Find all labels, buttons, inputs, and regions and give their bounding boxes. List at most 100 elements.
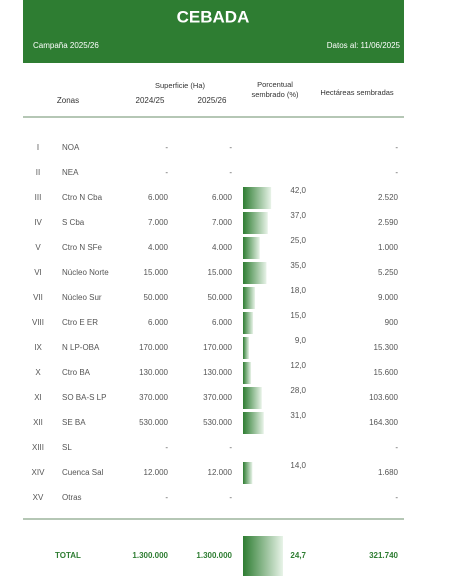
surface-2024: 4.000 xyxy=(148,243,169,252)
row-number: I xyxy=(37,143,39,152)
surface-2025: 530.000 xyxy=(203,418,232,427)
percent: 28,0 xyxy=(290,386,306,395)
data-bar xyxy=(243,287,256,309)
percent: 25,0 xyxy=(290,236,306,245)
total-2025: 1.300.000 xyxy=(196,551,232,560)
hectares: 2.590 xyxy=(378,218,399,227)
zone: Otras xyxy=(62,493,82,502)
percent: 18,0 xyxy=(290,286,306,295)
surface-2025: 370.000 xyxy=(203,393,232,402)
surface-2025: 4.000 xyxy=(212,243,233,252)
surface-2024: 7.000 xyxy=(148,218,169,227)
row-number: VI xyxy=(34,268,42,277)
pct-header-box: Porcentual sembrado (%) xyxy=(251,80,299,99)
surface-2025: - xyxy=(229,143,232,152)
date: Datos al: 11/06/2025 xyxy=(327,41,401,50)
hectares: 5.250 xyxy=(378,268,399,277)
data-bar xyxy=(243,212,268,234)
surface-2025: 6.000 xyxy=(212,193,233,202)
year1-header: 2024/25 xyxy=(136,96,165,105)
hectares: 15.300 xyxy=(374,343,399,352)
surface-2024: 50.000 xyxy=(144,293,169,302)
zones-header: Zonas xyxy=(57,96,79,105)
percent: 31,0 xyxy=(290,411,306,420)
zone: Núcleo Norte xyxy=(62,268,109,277)
total-label: TOTAL xyxy=(55,551,81,560)
header-band xyxy=(23,0,404,63)
row-number: XV xyxy=(33,493,44,502)
surface-2024: 6.000 xyxy=(148,193,169,202)
surface-2025: 15.000 xyxy=(208,268,233,277)
surface-2024: - xyxy=(165,168,168,177)
percent: 12,0 xyxy=(290,361,306,370)
data-bar xyxy=(243,187,272,209)
surface-2025: 130.000 xyxy=(203,368,232,377)
hectares: 15.600 xyxy=(374,368,399,377)
rows: I NOA - - - II NEA - - - III Ctro N Cba 6.000 6.000 42… xyxy=(32,143,399,576)
zone: N LP-OBA xyxy=(62,343,100,352)
hectares: 9.000 xyxy=(378,293,399,302)
zone: SO BA-S LP xyxy=(62,393,106,402)
percent: 42,0 xyxy=(290,186,306,195)
zone: NOA xyxy=(62,143,80,152)
title: CEBADA xyxy=(177,7,250,26)
surface-2025: 12.000 xyxy=(208,468,233,477)
row-number: XIV xyxy=(32,468,46,477)
zone: Ctro N Cba xyxy=(62,193,103,202)
zone: S Cba xyxy=(62,218,85,227)
surface-2024: 170.000 xyxy=(139,343,168,352)
surface-2025: 170.000 xyxy=(203,343,232,352)
data-bar xyxy=(243,262,267,284)
surface-2024: 6.000 xyxy=(148,318,169,327)
percent: 35,0 xyxy=(290,261,306,270)
percent: 37,0 xyxy=(290,211,306,220)
year2-header: 2025/26 xyxy=(198,96,227,105)
pct-header: Porcentual sembrado (%) xyxy=(251,80,299,99)
surface-2025: 50.000 xyxy=(208,293,233,302)
surface-2024: - xyxy=(165,493,168,502)
zone: Ctro N SFe xyxy=(62,243,103,252)
surface-2024: 370.000 xyxy=(139,393,168,402)
total-percent: 24,7 xyxy=(290,551,306,560)
hectares: 1.680 xyxy=(378,468,399,477)
data-bar xyxy=(243,362,252,384)
surface-2025: 6.000 xyxy=(212,318,233,327)
row-number: VII xyxy=(33,293,43,302)
zone: SE BA xyxy=(62,418,86,427)
hectares: 1.000 xyxy=(378,243,399,252)
row-number: II xyxy=(36,168,40,177)
hectares: - xyxy=(395,143,398,152)
zone: NEA xyxy=(62,168,79,177)
percent: 14,0 xyxy=(290,461,306,470)
hectares: - xyxy=(395,443,398,452)
data-bar xyxy=(243,312,254,334)
row-number: XI xyxy=(34,393,42,402)
row-number: IV xyxy=(34,218,42,227)
zone: Cuenca Sal xyxy=(62,468,104,477)
row-number: III xyxy=(35,193,42,202)
zone: Núcleo Sur xyxy=(62,293,102,302)
zone: Ctro BA xyxy=(62,368,91,377)
row-number: V xyxy=(35,243,41,252)
surface-2025: - xyxy=(229,443,232,452)
surface-2024: 15.000 xyxy=(144,268,169,277)
data-bar xyxy=(243,412,264,434)
data-bar xyxy=(243,462,253,484)
surface-header: Superficie (Ha) xyxy=(155,81,206,90)
surface-2024: 530.000 xyxy=(139,418,168,427)
percent: 9,0 xyxy=(295,336,307,345)
hectares: 164.300 xyxy=(369,418,398,427)
row-number: VIII xyxy=(32,318,44,327)
hectares: - xyxy=(395,168,398,177)
percent: 15,0 xyxy=(290,311,306,320)
hectares: 2.520 xyxy=(378,193,399,202)
zone: SL xyxy=(62,443,72,452)
hectares: - xyxy=(395,493,398,502)
hectares: 900 xyxy=(385,318,399,327)
zone: Ctro E ER xyxy=(62,318,98,327)
data-bar xyxy=(243,387,262,409)
surface-2024: 130.000 xyxy=(139,368,168,377)
data-bar xyxy=(243,337,250,359)
row-number: IX xyxy=(34,343,42,352)
